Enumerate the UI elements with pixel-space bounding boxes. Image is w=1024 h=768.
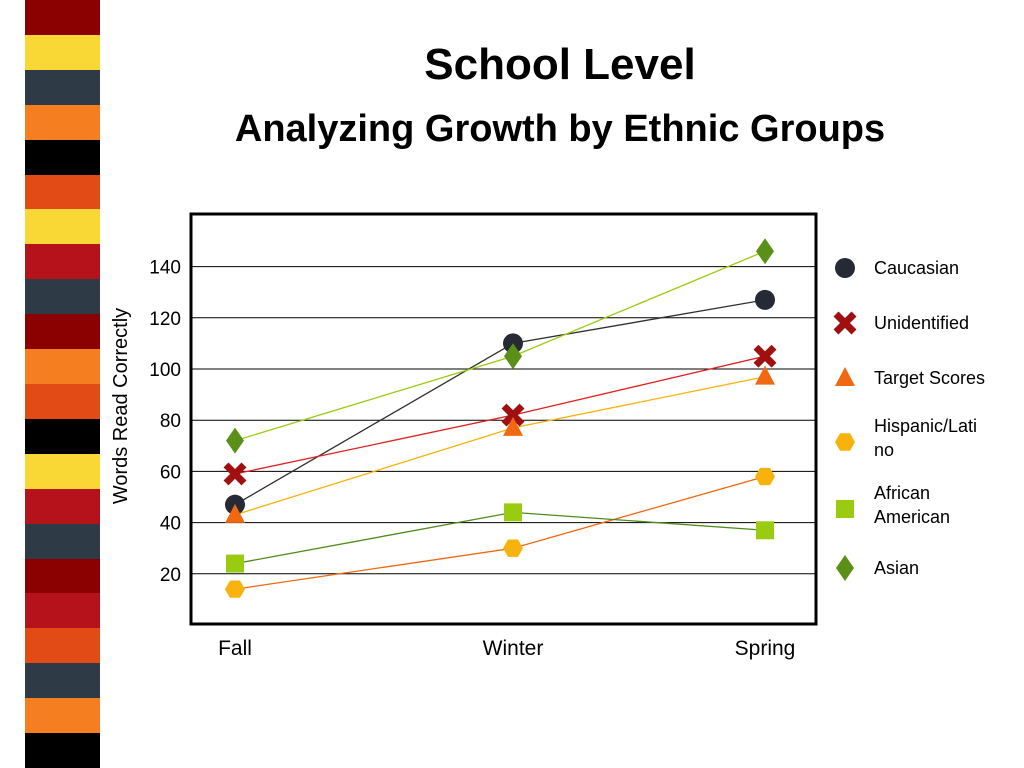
data-point: [755, 289, 775, 310]
stripe-band: [25, 453, 100, 490]
stripe-band: [25, 593, 100, 629]
stripe-band: [25, 523, 100, 560]
stripe-band: [25, 733, 100, 768]
legend-label: African: [874, 483, 930, 503]
stripe-band: [25, 349, 100, 385]
legend-label: Asian: [874, 558, 919, 578]
series-line: [234, 376, 766, 516]
x-tick-label: Spring: [735, 637, 796, 660]
series-line: [234, 299, 766, 506]
legend-label: Unidentified: [874, 313, 969, 333]
series-line: [234, 511, 766, 565]
legend-label: Caucasian: [874, 258, 959, 278]
stripe-band: [25, 174, 100, 210]
stripe-band: [25, 139, 100, 176]
data-point: [753, 344, 777, 368]
plot-area-border: [189, 212, 818, 626]
legend-marker: [835, 433, 855, 451]
slide-title: School Level: [424, 40, 696, 89]
y-axis-label: Words Read Correctly: [110, 308, 132, 504]
stripe-band: [25, 104, 100, 141]
data-point: [504, 503, 522, 522]
legend-marker: [833, 311, 857, 335]
legend-label: Hispanic/Lati: [874, 416, 977, 436]
data-point: [225, 580, 245, 598]
data-point: [501, 403, 525, 427]
legend-label: no: [874, 440, 894, 460]
legend-label: American: [874, 507, 950, 527]
stripe-band: [25, 69, 100, 106]
stripe-band: [25, 314, 100, 350]
y-tick-label: 40: [160, 514, 181, 535]
decorative-stripe: [25, 0, 100, 768]
stripe-band: [25, 558, 100, 594]
legend-marker: [835, 367, 855, 386]
data-point: [226, 427, 244, 454]
legend-label: Target Scores: [874, 368, 985, 388]
stripe-band: [25, 488, 100, 525]
legend: Caucasian Unidentified Target Scores Hispan…: [833, 258, 985, 581]
series-line: [234, 250, 766, 442]
stripe-band: [25, 279, 100, 315]
x-tick-label: Fall: [218, 637, 252, 660]
y-tick-label: 120: [149, 309, 181, 330]
data-point: [225, 503, 245, 523]
legend-marker: [836, 500, 854, 518]
y-tick-label: 60: [160, 462, 181, 483]
data-point: [504, 343, 522, 370]
data-point: [756, 238, 774, 265]
stripe-band: [25, 0, 100, 36]
data-point: [755, 365, 775, 385]
data-point: [226, 554, 244, 573]
x-tick-label: Winter: [483, 637, 544, 660]
series-line: [234, 355, 766, 475]
y-tick-labels: 20 40 60 80 100 120 140: [149, 258, 181, 586]
stripe-band: [25, 663, 100, 699]
stripe-band: [25, 384, 100, 420]
stripe-band: [25, 209, 100, 245]
data-point: [503, 539, 523, 557]
y-tick-label: 100: [149, 360, 181, 381]
data-point: [223, 462, 247, 486]
stripe-band: [25, 698, 100, 734]
y-tick-label: 140: [149, 258, 181, 279]
data-point: [756, 521, 774, 540]
stripe-band: [25, 628, 100, 664]
series-markers: [223, 238, 777, 598]
stripe-band: [25, 244, 100, 280]
data-point: [503, 416, 523, 436]
y-tick-label: 20: [160, 565, 181, 586]
x-tick-labels: Fall Winter Spring: [218, 637, 795, 660]
series-line: [234, 475, 766, 590]
slide-subtitle: Analyzing Growth by Ethnic Groups: [234, 108, 886, 150]
legend-marker: [836, 555, 854, 581]
y-tick-label: 80: [160, 411, 181, 432]
legend-marker: [835, 258, 855, 278]
stripe-band: [25, 418, 100, 455]
data-point: [755, 467, 775, 486]
stripe-band: [25, 34, 100, 71]
